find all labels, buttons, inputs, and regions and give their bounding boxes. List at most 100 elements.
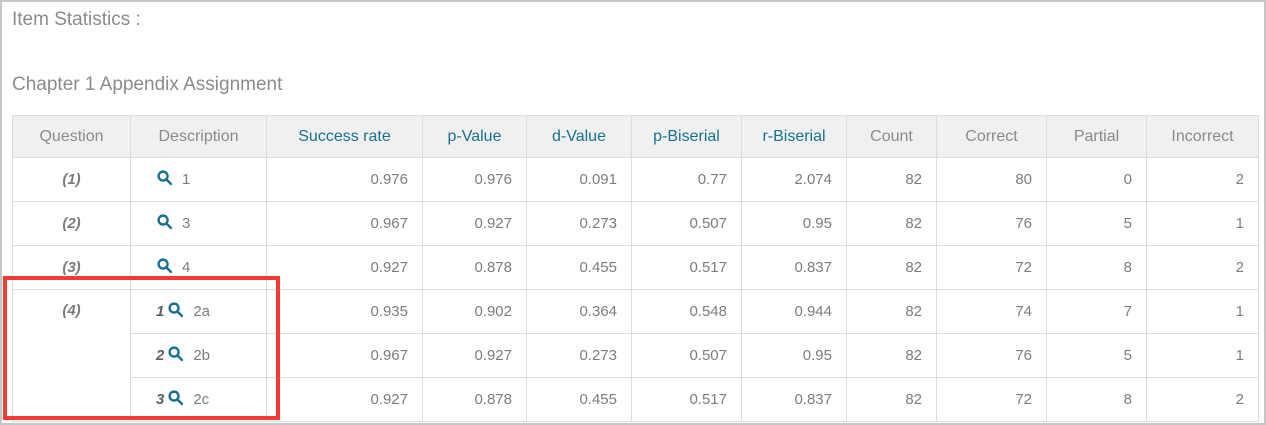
column-header-success-rate[interactable]: Success rate xyxy=(266,115,423,158)
value-cell: 2 xyxy=(1146,157,1259,202)
page-title: Item Statistics : xyxy=(12,9,141,30)
value-cell: 0.95 xyxy=(741,333,847,378)
table-row: (1) 1 0.976 0.976 0.091 0.77 2.074 82 80 0 2 xyxy=(12,157,1259,202)
value-cell: 0.548 xyxy=(631,289,742,334)
value-cell: 0.517 xyxy=(631,245,742,290)
value-cell: 0.976 xyxy=(266,157,423,202)
value-cell: 5 xyxy=(1046,201,1147,246)
magnifier-icon[interactable] xyxy=(167,301,184,322)
value-cell: 0.364 xyxy=(526,289,632,334)
description-cell: 3 2c xyxy=(130,377,267,422)
description-label: 2b xyxy=(193,347,211,364)
value-cell: 7 xyxy=(1046,289,1147,334)
value-cell: 0.878 xyxy=(422,377,527,422)
value-cell: 72 xyxy=(936,245,1047,290)
description-cell: 1 xyxy=(130,157,267,202)
value-cell: 0.927 xyxy=(266,377,423,422)
value-cell: 76 xyxy=(936,333,1047,378)
magnifier-icon[interactable] xyxy=(167,389,184,410)
value-cell: 0.878 xyxy=(422,245,527,290)
magnifier-icon[interactable] xyxy=(167,345,184,366)
value-cell: 0.455 xyxy=(526,245,632,290)
value-cell: 82 xyxy=(846,157,937,202)
table-row: 3 2c 0.927 0.878 0.455 0.517 0.837 82 72 8 2 xyxy=(13,377,1259,422)
sub-question-number: 1 xyxy=(156,303,165,320)
magnifier-icon[interactable] xyxy=(156,169,173,190)
description-cell: 3 xyxy=(130,201,267,246)
value-cell: 0.091 xyxy=(526,157,632,202)
value-cell: 0.507 xyxy=(631,201,742,246)
value-cell: 2.074 xyxy=(741,157,847,202)
value-cell: 82 xyxy=(846,333,937,378)
value-cell: 1 xyxy=(1146,289,1259,334)
value-cell: 0.967 xyxy=(266,333,423,378)
value-cell: 82 xyxy=(846,377,937,422)
value-cell: 82 xyxy=(846,201,937,246)
value-cell: 8 xyxy=(1046,245,1147,290)
value-cell: 2 xyxy=(1146,245,1259,290)
value-cell: 8 xyxy=(1046,377,1147,422)
value-cell: 0.944 xyxy=(741,289,847,334)
value-cell: 0.273 xyxy=(526,333,632,378)
value-cell: 72 xyxy=(936,377,1047,422)
value-cell: 82 xyxy=(846,289,937,334)
value-cell: 76 xyxy=(936,201,1047,246)
value-cell: 0.837 xyxy=(741,245,847,290)
value-cell: 0.837 xyxy=(741,377,847,422)
value-cell: 0.927 xyxy=(422,201,527,246)
column-header-p-biserial[interactable]: p-Biserial xyxy=(631,115,742,158)
table-row: 2 2b 0.967 0.927 0.273 0.507 0.95 82 76 5 1 xyxy=(13,333,1259,378)
table-row: (4) 1 2a 0.935 0.902 0.364 0.548 0.944 82 74 7 1 xyxy=(12,289,1259,422)
description-label: 1 xyxy=(182,171,191,188)
value-cell: 0.77 xyxy=(631,157,742,202)
question-cell: (3) xyxy=(12,245,131,290)
value-cell: 1 xyxy=(1146,201,1259,246)
question-cell: (4) xyxy=(12,289,131,422)
column-header-question: Question xyxy=(12,115,131,158)
table-row: (3) 4 0.927 0.878 0.455 0.517 0.837 82 72 8 2 xyxy=(12,245,1259,290)
description-cell: 4 xyxy=(130,245,267,290)
sub-question-number: 3 xyxy=(156,391,165,408)
column-header-p-value[interactable]: p-Value xyxy=(422,115,527,158)
description-label: 2c xyxy=(193,391,210,408)
value-cell: 80 xyxy=(936,157,1047,202)
column-header-incorrect: Incorrect xyxy=(1146,115,1259,158)
value-cell: 1 xyxy=(1146,333,1259,378)
value-cell: 0.976 xyxy=(422,157,527,202)
description-cell: 2 2b xyxy=(130,333,267,378)
value-cell: 0 xyxy=(1046,157,1147,202)
value-cell: 0.273 xyxy=(526,201,632,246)
description-cell: 1 2a xyxy=(130,289,267,334)
value-cell: 0.507 xyxy=(631,333,742,378)
value-cell: 0.455 xyxy=(526,377,632,422)
value-cell: 0.927 xyxy=(422,333,527,378)
value-cell: 0.935 xyxy=(266,289,423,334)
value-cell: 0.967 xyxy=(266,201,423,246)
table-body: (1) 1 0.976 0.976 0.091 0.77 2.074 82 80 0 2 (2) 3 0.… xyxy=(12,157,1259,422)
value-cell: 0.927 xyxy=(266,245,423,290)
sub-question-number: 2 xyxy=(156,347,165,364)
assignment-title: Chapter 1 Appendix Assignment xyxy=(12,74,283,95)
value-cell: 0.517 xyxy=(631,377,742,422)
value-cell: 5 xyxy=(1046,333,1147,378)
column-header-d-value[interactable]: d-Value xyxy=(526,115,632,158)
table-row: (2) 3 0.967 0.927 0.273 0.507 0.95 82 76 5 1 xyxy=(12,201,1259,246)
description-label: 2a xyxy=(193,303,211,320)
question-cell: (2) xyxy=(12,201,131,246)
value-cell: 2 xyxy=(1146,377,1259,422)
description-label: 4 xyxy=(182,259,191,276)
header-row: Question Description Success rate p-Value d-… xyxy=(12,115,1259,158)
value-cell: 74 xyxy=(936,289,1047,334)
column-header-r-biserial[interactable]: r-Biserial xyxy=(741,115,847,158)
item-statistics-table: Question Description Success rate p-Value d-… xyxy=(12,115,1259,422)
magnifier-icon[interactable] xyxy=(156,257,173,278)
value-cell: 0.902 xyxy=(422,289,527,334)
column-header-description: Description xyxy=(130,115,267,158)
magnifier-icon[interactable] xyxy=(156,213,173,234)
column-header-partial: Partial xyxy=(1046,115,1147,158)
description-label: 3 xyxy=(182,215,191,232)
column-header-correct: Correct xyxy=(936,115,1047,158)
question-cell: (1) xyxy=(12,157,131,202)
column-header-count: Count xyxy=(846,115,937,158)
